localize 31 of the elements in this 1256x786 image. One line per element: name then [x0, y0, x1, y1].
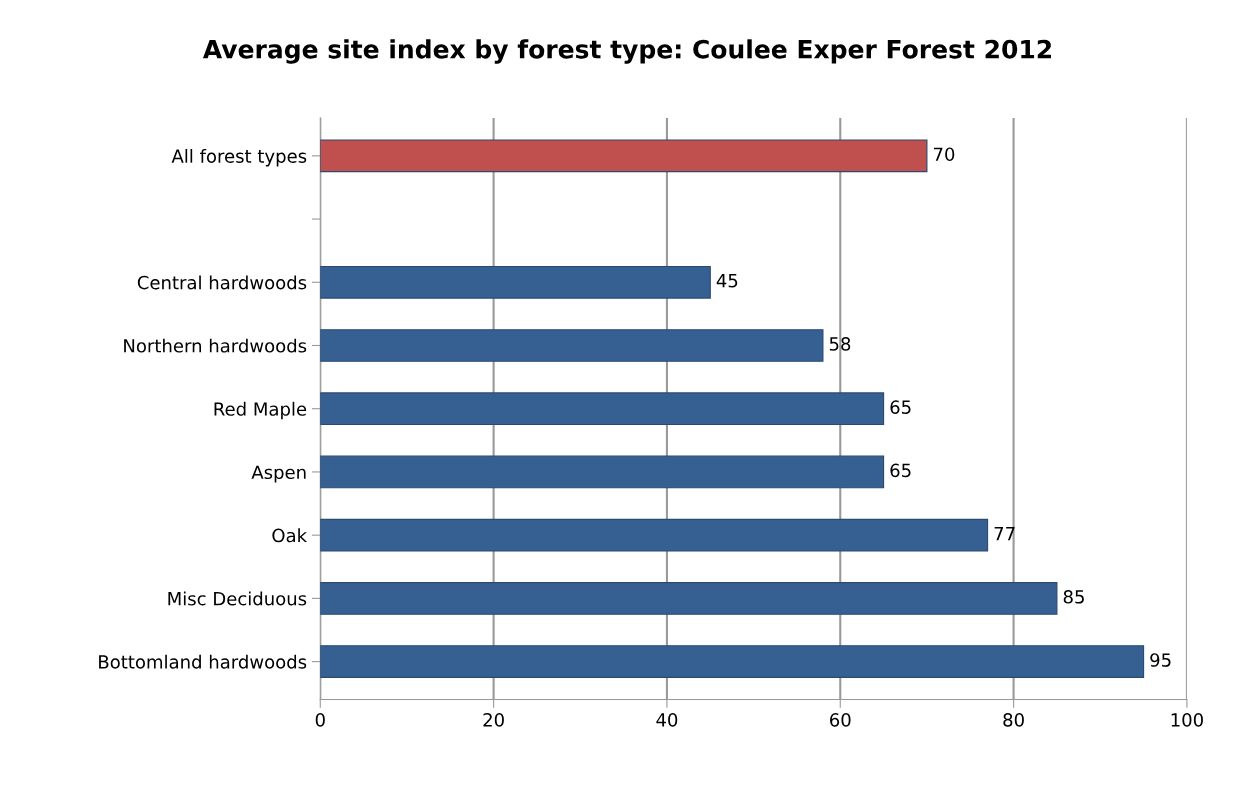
y-tick-label: Oak — [272, 528, 308, 543]
bar — [320, 455, 885, 489]
y-tick-label: Bottomland hardwoods — [99, 654, 307, 669]
x-tick-label: 80 — [1003, 713, 1024, 727]
y-tick-label: Misc Deciduous — [168, 591, 307, 606]
y-tick-label: All forest types — [171, 148, 307, 167]
data-label: 65 — [890, 400, 911, 414]
data-label: 85 — [1063, 589, 1084, 604]
x-tick-label: 20 — [483, 713, 504, 727]
y-tick-label: Central hardwoods — [137, 275, 307, 290]
bar — [320, 329, 824, 362]
data-label: 70 — [933, 147, 955, 162]
y-tick-label: Red Maple — [214, 401, 307, 420]
bar — [320, 265, 711, 299]
bar — [320, 392, 885, 426]
y-tick-label: Aspen — [251, 465, 306, 483]
x-tick-label: 40 — [656, 713, 678, 727]
data-label: 45 — [716, 274, 738, 288]
chart-title: Average site index by forest type: Coulee Exper Forest 2012 — [202, 39, 1052, 64]
x-tick-label: 100 — [1171, 713, 1203, 727]
x-tick-label: 60 — [830, 713, 851, 727]
x-tick-label: 0 — [315, 713, 325, 727]
bar — [320, 582, 1058, 615]
bar — [320, 518, 989, 552]
data-label: 77 — [994, 526, 1015, 541]
bar — [320, 645, 1145, 678]
data-label: 65 — [890, 463, 911, 478]
data-label: 58 — [829, 337, 851, 351]
data-label: 95 — [1150, 653, 1171, 667]
bar — [320, 139, 928, 173]
y-tick-label: Northern hardwoods — [124, 338, 307, 353]
